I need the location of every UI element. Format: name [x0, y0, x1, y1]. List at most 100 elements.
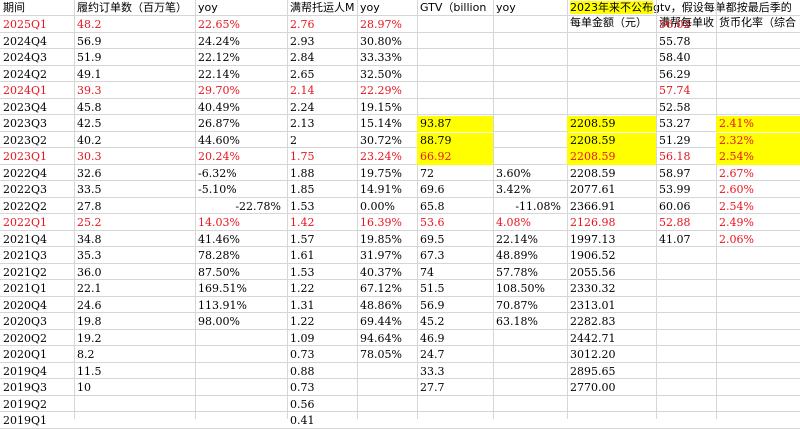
cell-rev_per_order[interactable]: 53.27 — [659, 117, 691, 130]
cell-orders_yoy[interactable]: -22.78% — [235, 200, 281, 213]
cell-orders[interactable]: 8.2 — [77, 348, 95, 361]
cell-gtv[interactable]: 67.3 — [420, 249, 445, 262]
cell-gtv_yoy[interactable] — [493, 34, 567, 50]
cell-period[interactable]: 2021Q2 — [3, 266, 48, 279]
cell-gtv_yoy[interactable]: 4.08% — [496, 216, 531, 229]
cell-shippers_yoy[interactable]: 28.97% — [360, 18, 402, 31]
cell-gtv_yoy[interactable]: 3.42% — [496, 183, 531, 196]
cell-orders_yoy[interactable]: 44.60% — [198, 134, 240, 147]
cell-monetization[interactable] — [716, 34, 800, 50]
cell-rev_per_order[interactable] — [656, 248, 716, 264]
cell-shippers_yoy[interactable]: 31.97% — [360, 249, 402, 262]
cell-shippers[interactable]: 1.61 — [290, 249, 315, 262]
cell-rev_per_order[interactable] — [656, 265, 716, 281]
cell-rev_per_order[interactable]: 41.07 — [659, 233, 691, 246]
cell-rev_per_order[interactable]: 56.29 — [659, 68, 691, 81]
cell-monetization[interactable] — [716, 413, 800, 429]
cell-gtv_yoy[interactable] — [493, 100, 567, 116]
cell-rev_per_order[interactable] — [656, 314, 716, 330]
cell-orders[interactable]: 10 — [77, 381, 91, 394]
cell-rev_per_order[interactable] — [656, 364, 716, 380]
cell-period[interactable]: 2024Q3 — [3, 51, 48, 64]
cell-gtv_yoy[interactable]: 48.89% — [496, 249, 538, 262]
cell-gtv[interactable] — [417, 17, 493, 33]
cell-gtv_yoy[interactable] — [493, 67, 567, 83]
cell-period[interactable]: 2022Q1 — [3, 216, 48, 229]
cell-orders_yoy[interactable]: 14.03% — [198, 216, 240, 229]
cell-rev_per_order[interactable] — [656, 413, 716, 429]
cell-shippers[interactable]: 1.31 — [290, 299, 315, 312]
cell-gtv[interactable]: 53.6 — [420, 216, 445, 229]
cell-period[interactable]: 2019Q3 — [3, 381, 48, 394]
cell-per_order[interactable]: 2895.65 — [570, 365, 616, 378]
cell-orders[interactable]: 39.3 — [77, 84, 102, 97]
cell-gtv_yoy[interactable]: 70.87% — [496, 299, 538, 312]
cell-monetization[interactable] — [716, 248, 800, 264]
cell-shippers_yoy[interactable]: 19.15% — [360, 101, 402, 114]
cell-gtv_yoy[interactable] — [493, 380, 567, 396]
column-header-gtv_yoy[interactable]: yoy — [496, 1, 516, 14]
cell-per_order[interactable]: 2366.91 — [570, 200, 616, 213]
cell-period[interactable]: 2025Q1 — [3, 18, 48, 31]
cell-orders[interactable]: 36.0 — [77, 266, 102, 279]
cell-per_order[interactable]: 2770.00 — [570, 381, 616, 394]
cell-per_order[interactable]: 2055.56 — [570, 266, 616, 279]
cell-orders_yoy[interactable]: -6.32% — [198, 167, 237, 180]
cell-shippers[interactable]: 1.42 — [290, 216, 315, 229]
cell-shippers_yoy[interactable]: 94.64% — [360, 332, 402, 345]
cell-shippers[interactable]: 1.22 — [290, 315, 315, 328]
cell-gtv[interactable]: 46.9 — [420, 332, 445, 345]
cell-period[interactable]: 2020Q1 — [3, 348, 48, 361]
cell-gtv_yoy[interactable] — [493, 17, 567, 33]
cell-gtv[interactable]: 66.92 — [417, 149, 493, 165]
cell-gtv[interactable] — [417, 100, 493, 116]
column-header-rev_per_order[interactable]: 满帮每单收 — [659, 16, 714, 29]
cell-per_order[interactable]: 1997.13 — [570, 233, 616, 246]
cell-period[interactable]: 2019Q2 — [3, 398, 48, 411]
cell-gtv_yoy[interactable]: -11.08% — [515, 200, 561, 213]
cell-per_order[interactable] — [567, 34, 656, 50]
cell-monetization[interactable] — [716, 380, 800, 396]
cell-per_order[interactable]: 3012.20 — [570, 348, 616, 361]
cell-shippers[interactable]: 0.73 — [290, 381, 315, 394]
cell-orders_yoy[interactable]: 169.51% — [198, 282, 247, 295]
cell-period[interactable]: 2023Q3 — [3, 117, 48, 130]
cell-monetization[interactable] — [716, 50, 800, 66]
cell-orders[interactable] — [74, 413, 195, 429]
cell-gtv_yoy[interactable] — [493, 50, 567, 66]
cell-period[interactable]: 2021Q1 — [3, 282, 48, 295]
cell-monetization[interactable]: 2.54% — [719, 200, 754, 213]
cell-gtv_yoy[interactable]: 108.50% — [496, 282, 545, 295]
cell-orders[interactable]: 34.8 — [77, 233, 102, 246]
cell-gtv_yoy[interactable] — [493, 83, 567, 99]
cell-gtv_yoy[interactable] — [493, 149, 567, 165]
cell-per_order[interactable] — [567, 413, 656, 429]
cell-rev_per_order[interactable]: 58.40 — [659, 51, 691, 64]
cell-shippers_yoy[interactable]: 16.39% — [360, 216, 402, 229]
cell-shippers_yoy[interactable]: 30.80% — [360, 35, 402, 48]
cell-shippers_yoy[interactable] — [357, 380, 417, 396]
cell-orders_yoy[interactable]: 26.87% — [198, 117, 240, 130]
cell-period[interactable]: 2024Q2 — [3, 68, 48, 81]
column-header-shippers_yoy[interactable]: yoy — [360, 1, 380, 14]
cell-gtv_yoy[interactable]: 57.78% — [496, 266, 538, 279]
cell-rev_per_order[interactable]: 52.88 — [659, 216, 691, 229]
cell-shippers_yoy[interactable]: 14.91% — [360, 183, 402, 196]
cell-orders_yoy[interactable]: 29.70% — [198, 84, 240, 97]
cell-shippers_yoy[interactable]: 19.75% — [360, 167, 402, 180]
cell-shippers_yoy[interactable]: 22.29% — [360, 84, 402, 97]
cell-gtv_yoy[interactable]: 3.60% — [496, 167, 531, 180]
cell-orders_yoy[interactable]: 113.91% — [198, 299, 247, 312]
cell-orders_yoy[interactable]: 24.24% — [198, 35, 240, 48]
cell-orders_yoy[interactable]: 22.12% — [198, 51, 240, 64]
cell-gtv[interactable]: 45.2 — [420, 315, 445, 328]
cell-gtv[interactable]: 24.7 — [420, 348, 445, 361]
cell-gtv[interactable]: 74 — [420, 266, 434, 279]
cell-shippers_yoy[interactable] — [357, 364, 417, 380]
cell-shippers[interactable]: 2 — [290, 134, 297, 147]
cell-period[interactable]: 2020Q4 — [3, 299, 48, 312]
cell-shippers_yoy[interactable]: 48.86% — [360, 299, 402, 312]
cell-shippers[interactable]: 2.93 — [290, 35, 315, 48]
cell-orders[interactable]: 30.3 — [77, 150, 102, 163]
